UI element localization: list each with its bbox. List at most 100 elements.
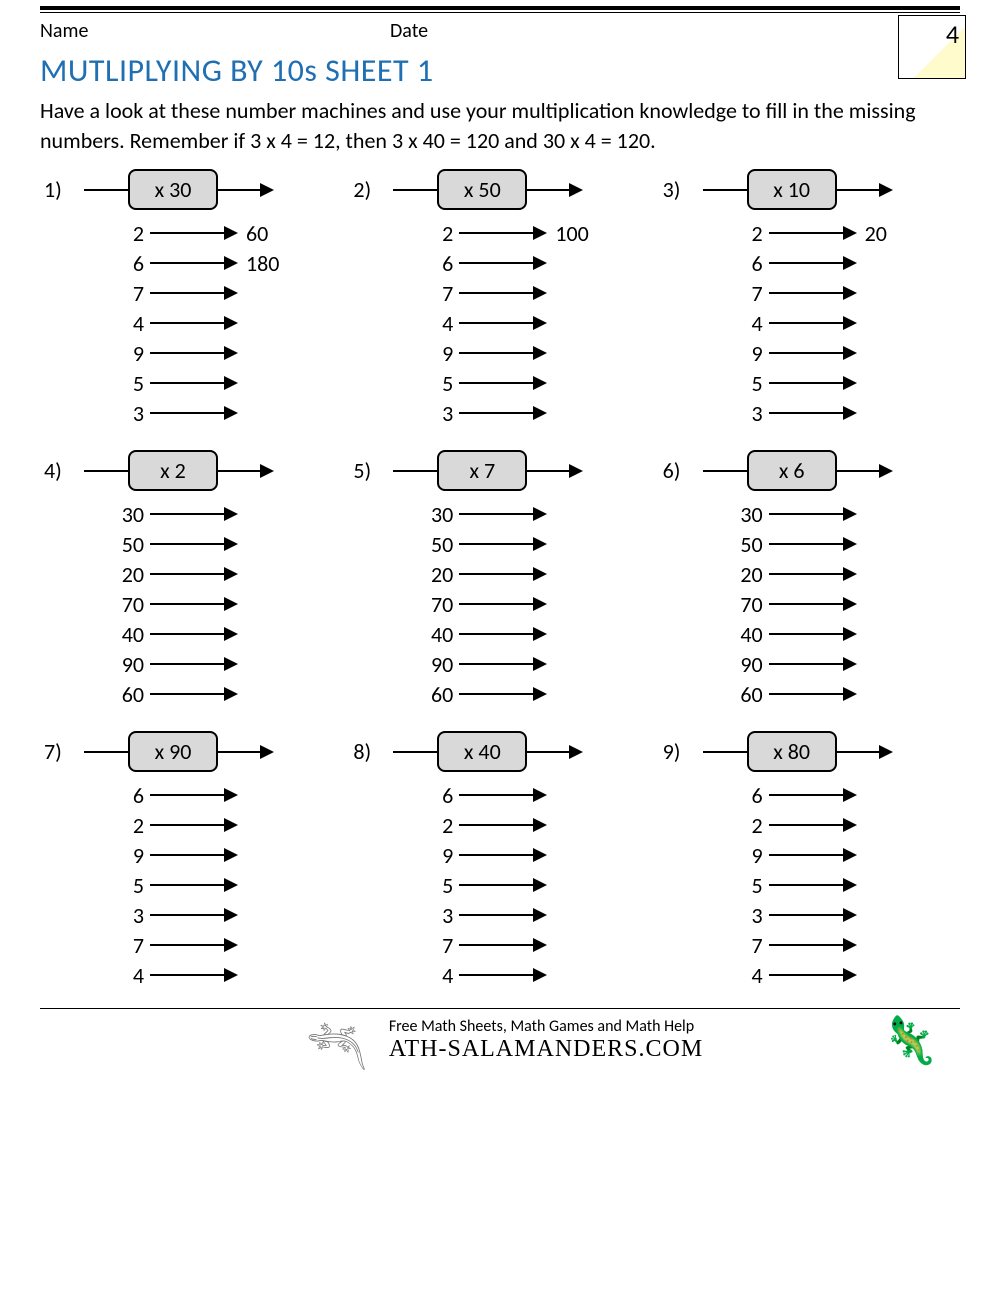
input-value: 30 <box>419 501 459 528</box>
arrow-icon <box>769 406 857 420</box>
lead-line <box>393 189 437 191</box>
lead-line <box>84 470 128 472</box>
input-value: 6 <box>110 782 150 809</box>
arrow-icon <box>769 256 857 270</box>
input-value: 4 <box>110 310 150 337</box>
arrow-icon <box>459 627 547 641</box>
input-value: 2 <box>419 812 459 839</box>
data-row: 70 <box>729 589 960 619</box>
rows: 30502070409060 <box>40 499 341 709</box>
input-value: 4 <box>729 310 769 337</box>
arrow-icon <box>459 657 547 671</box>
arrow-icon <box>150 406 238 420</box>
arrow-icon <box>150 788 238 802</box>
problem: 8)x 406295374 <box>349 731 650 990</box>
data-row: 4 <box>110 308 341 338</box>
arrow-icon <box>459 537 547 551</box>
problem-number: 3) <box>659 176 703 203</box>
machine-header: 4)x 2 <box>40 450 341 491</box>
input-value: 7 <box>729 280 769 307</box>
data-row: 6 <box>729 248 960 278</box>
operator-box: x 90 <box>128 731 218 772</box>
data-row: 2100 <box>419 218 650 248</box>
input-value: 40 <box>419 621 459 648</box>
problem-number: 2) <box>349 176 393 203</box>
arrow-icon <box>150 537 238 551</box>
output-value[interactable]: 100 <box>547 220 588 247</box>
input-value: 60 <box>729 681 769 708</box>
rows: 2100674953 <box>349 218 650 428</box>
arrow-icon <box>769 938 857 952</box>
data-row: 5 <box>110 368 341 398</box>
rows: 6295374 <box>40 780 341 990</box>
rows: 260618074953 <box>40 218 341 428</box>
problem: 2)x 502100674953 <box>349 169 650 428</box>
data-row: 5 <box>419 870 650 900</box>
input-value: 5 <box>729 872 769 899</box>
arrow-icon <box>769 627 857 641</box>
output-value[interactable]: 60 <box>238 220 278 247</box>
arrow-icon <box>459 788 547 802</box>
arrow-icon <box>769 968 857 982</box>
data-row: 3 <box>729 398 960 428</box>
data-row: 6 <box>419 248 650 278</box>
input-value: 70 <box>110 591 150 618</box>
problem-number: 6) <box>659 457 703 484</box>
problem: 9)x 806295374 <box>659 731 960 990</box>
arrow-icon <box>459 286 547 300</box>
data-row: 220 <box>729 218 960 248</box>
input-value: 3 <box>419 902 459 929</box>
data-row: 2 <box>110 810 341 840</box>
input-value: 5 <box>419 872 459 899</box>
input-value: 2 <box>110 220 150 247</box>
arrow-icon <box>769 537 857 551</box>
arrow-icon <box>769 376 857 390</box>
output-value[interactable]: 180 <box>238 250 279 277</box>
arrow-icon <box>769 316 857 330</box>
arrow-icon <box>769 687 857 701</box>
problem-number: 5) <box>349 457 393 484</box>
arrow-icon <box>150 567 238 581</box>
arrow-icon <box>150 687 238 701</box>
input-value: 90 <box>729 651 769 678</box>
output-value[interactable]: 20 <box>857 220 897 247</box>
arrow-icon <box>459 597 547 611</box>
machine-header: 3)x 10 <box>659 169 960 210</box>
data-row: 90 <box>729 649 960 679</box>
arrow-icon <box>150 908 238 922</box>
machine-header: 8)x 40 <box>349 731 650 772</box>
input-value: 50 <box>729 531 769 558</box>
name-label: Name <box>40 19 390 43</box>
input-value: 3 <box>729 400 769 427</box>
data-row: 70 <box>110 589 341 619</box>
data-row: 50 <box>419 529 650 559</box>
arrow-icon <box>459 346 547 360</box>
rows: 6295374 <box>659 780 960 990</box>
input-value: 6 <box>729 782 769 809</box>
data-row: 4 <box>729 960 960 990</box>
data-row: 50 <box>110 529 341 559</box>
data-row: 7 <box>729 278 960 308</box>
input-value: 2 <box>729 812 769 839</box>
arrow-icon <box>150 507 238 521</box>
data-row: 7 <box>110 930 341 960</box>
title-row: MUTLIPLYING BY 10s SHEET 1 4 <box>40 45 960 92</box>
input-value: 3 <box>110 902 150 929</box>
data-row: 2 <box>419 810 650 840</box>
tail-arrow <box>837 183 893 197</box>
arrow-icon <box>150 657 238 671</box>
data-row: 20 <box>419 559 650 589</box>
data-row: 90 <box>419 649 650 679</box>
salamander-outline-icon: 🦎 <box>870 1013 950 1069</box>
data-row: 5 <box>729 368 960 398</box>
tail-arrow <box>527 183 583 197</box>
input-value: 90 <box>110 651 150 678</box>
arrow-icon <box>459 226 547 240</box>
input-value: 9 <box>419 842 459 869</box>
machine-header: 5)x 7 <box>349 450 650 491</box>
grade-badge: 4 <box>898 15 966 79</box>
data-row: 2 60 <box>110 218 341 248</box>
data-row: 90 <box>110 649 341 679</box>
input-value: 7 <box>419 932 459 959</box>
top-rule-thick <box>40 6 960 10</box>
